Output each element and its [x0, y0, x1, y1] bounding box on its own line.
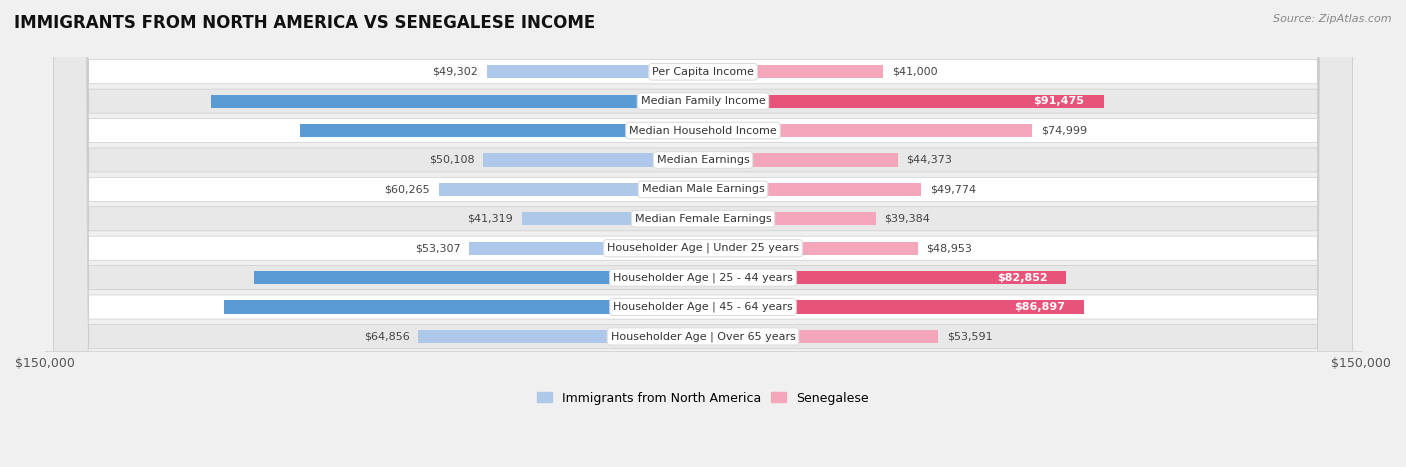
Text: $41,319: $41,319: [467, 214, 513, 224]
Text: $48,953: $48,953: [927, 243, 973, 253]
Bar: [703, 300, 1084, 314]
Text: $91,475: $91,475: [1033, 96, 1084, 106]
Bar: [703, 183, 921, 196]
Text: $53,307: $53,307: [415, 243, 460, 253]
Text: Median Earnings: Median Earnings: [657, 155, 749, 165]
Text: $74,999: $74,999: [1040, 126, 1087, 135]
Text: Median Male Earnings: Median Male Earnings: [641, 184, 765, 194]
Bar: [419, 330, 703, 343]
FancyBboxPatch shape: [53, 0, 1353, 467]
FancyBboxPatch shape: [53, 0, 1353, 467]
Text: $39,384: $39,384: [884, 214, 931, 224]
Text: $112,151: $112,151: [679, 96, 737, 106]
Text: $64,856: $64,856: [364, 332, 409, 341]
Text: Householder Age | Over 65 years: Householder Age | Over 65 years: [610, 331, 796, 342]
Text: $91,860: $91,860: [683, 126, 734, 135]
Text: IMMIGRANTS FROM NORTH AMERICA VS SENEGALESE INCOME: IMMIGRANTS FROM NORTH AMERICA VS SENEGAL…: [14, 14, 595, 32]
Bar: [703, 330, 938, 343]
Bar: [439, 183, 703, 196]
Text: Householder Age | 25 - 44 years: Householder Age | 25 - 44 years: [613, 272, 793, 283]
Text: $102,407: $102,407: [681, 273, 740, 283]
Bar: [703, 271, 1067, 284]
Text: $49,774: $49,774: [931, 184, 976, 194]
FancyBboxPatch shape: [53, 0, 1353, 467]
Text: Median Family Income: Median Family Income: [641, 96, 765, 106]
Text: $86,897: $86,897: [1014, 302, 1066, 312]
Bar: [703, 241, 918, 255]
FancyBboxPatch shape: [53, 0, 1353, 467]
Text: Per Capita Income: Per Capita Income: [652, 67, 754, 77]
Bar: [299, 124, 703, 137]
Bar: [703, 65, 883, 78]
Text: Source: ZipAtlas.com: Source: ZipAtlas.com: [1274, 14, 1392, 24]
Bar: [253, 271, 703, 284]
Bar: [224, 300, 703, 314]
Text: Median Female Earnings: Median Female Earnings: [634, 214, 772, 224]
FancyBboxPatch shape: [53, 0, 1353, 467]
Bar: [703, 212, 876, 226]
Bar: [486, 65, 703, 78]
Text: Householder Age | Under 25 years: Householder Age | Under 25 years: [607, 243, 799, 254]
Legend: Immigrants from North America, Senegalese: Immigrants from North America, Senegales…: [531, 387, 875, 410]
Text: $53,591: $53,591: [946, 332, 993, 341]
Text: $82,852: $82,852: [998, 273, 1049, 283]
Text: Householder Age | 45 - 64 years: Householder Age | 45 - 64 years: [613, 302, 793, 312]
Bar: [211, 94, 703, 108]
Text: $49,302: $49,302: [432, 67, 478, 77]
Bar: [703, 94, 1104, 108]
FancyBboxPatch shape: [53, 0, 1353, 467]
Text: $50,108: $50,108: [429, 155, 474, 165]
Bar: [470, 241, 703, 255]
Bar: [703, 124, 1032, 137]
Bar: [484, 153, 703, 167]
Text: $41,000: $41,000: [891, 67, 938, 77]
Text: $109,198: $109,198: [679, 302, 738, 312]
FancyBboxPatch shape: [53, 0, 1353, 467]
Text: Median Household Income: Median Household Income: [628, 126, 778, 135]
Bar: [522, 212, 703, 226]
Bar: [703, 153, 897, 167]
FancyBboxPatch shape: [53, 0, 1353, 467]
FancyBboxPatch shape: [53, 0, 1353, 467]
FancyBboxPatch shape: [53, 0, 1353, 467]
Text: $44,373: $44,373: [907, 155, 952, 165]
Text: $60,265: $60,265: [384, 184, 430, 194]
